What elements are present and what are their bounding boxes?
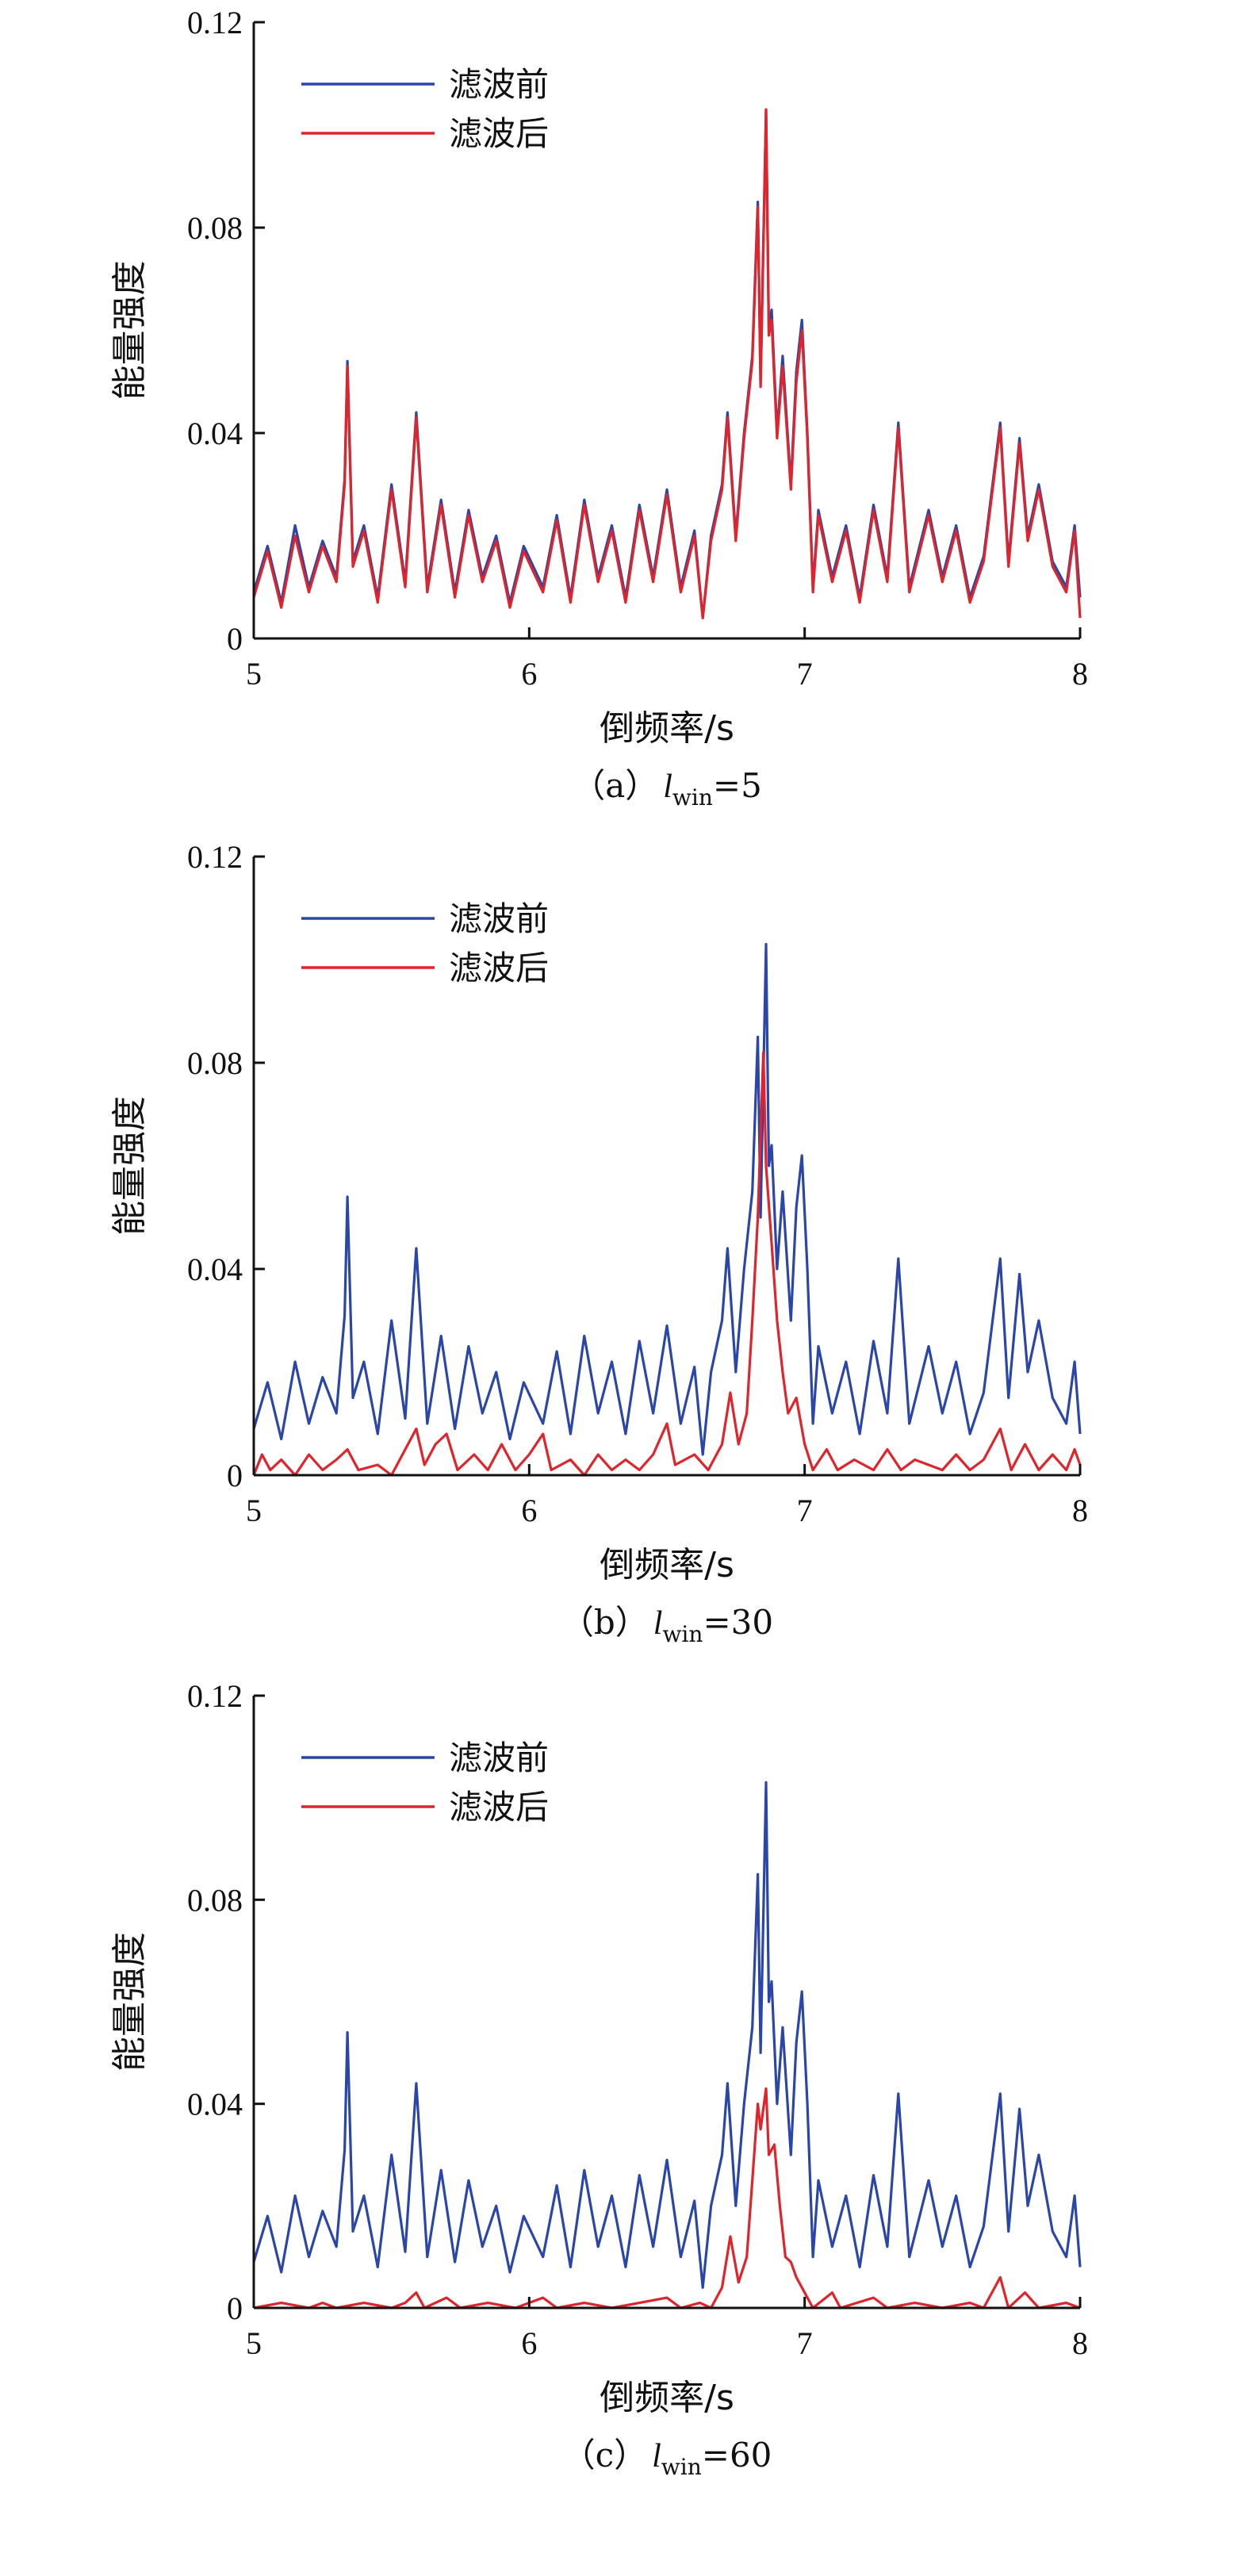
x-tick-label: 7 bbox=[797, 1493, 813, 1528]
x-tick-label: 5 bbox=[246, 1493, 262, 1528]
x-tick-label: 6 bbox=[521, 1493, 537, 1528]
y-tick-label: 0.12 bbox=[187, 839, 243, 875]
y-tick-label: 0 bbox=[227, 1458, 243, 1493]
x-axis-label: 倒频率/s bbox=[600, 1545, 734, 1585]
caption-subscript: win bbox=[672, 784, 713, 811]
panel-caption: （b） lwin=30 bbox=[561, 1603, 773, 1647]
y-axis-label: 能量强度 bbox=[109, 1932, 150, 2072]
legend-label: 滤波后 bbox=[449, 1788, 549, 1827]
y-tick-label: 0.08 bbox=[187, 1045, 243, 1081]
x-tick-label: 7 bbox=[797, 656, 813, 692]
y-tick-label: 0.08 bbox=[187, 1882, 243, 1918]
y-tick-label: 0.04 bbox=[187, 416, 243, 451]
series-line-after bbox=[253, 2087, 1081, 2310]
caption-letter: （b） bbox=[561, 1603, 649, 1642]
caption-value: =60 bbox=[702, 2436, 772, 2474]
series-line-after bbox=[252, 108, 1082, 619]
caption-letter: （c） bbox=[562, 2436, 648, 2474]
x-tick-label: 7 bbox=[797, 2325, 813, 2361]
series-line-before bbox=[252, 1781, 1082, 2289]
legend-label: 滤波前 bbox=[449, 1738, 549, 1777]
y-axis-label: 能量强度 bbox=[109, 261, 150, 401]
caption-subscript: win bbox=[661, 2454, 702, 2480]
caption-variable: l bbox=[653, 1605, 663, 1642]
y-tick-label: 0.04 bbox=[187, 1252, 243, 1287]
caption-variable: l bbox=[652, 2438, 661, 2474]
caption-subscript: win bbox=[662, 1621, 703, 1647]
x-axis-label: 倒频率/s bbox=[600, 2378, 734, 2418]
caption-value: =5 bbox=[713, 766, 762, 805]
x-tick-label: 5 bbox=[246, 2325, 262, 2361]
series-line-after bbox=[252, 1051, 1082, 1477]
x-tick-label: 5 bbox=[246, 656, 262, 692]
legend-label: 滤波前 bbox=[449, 65, 549, 104]
legend-label: 滤波前 bbox=[449, 899, 549, 938]
panel-caption: （a） lwin=5 bbox=[572, 766, 762, 811]
x-tick-label: 8 bbox=[1072, 1493, 1088, 1528]
x-tick-label: 6 bbox=[521, 656, 537, 692]
series-line-before bbox=[252, 942, 1082, 1456]
y-tick-label: 0.08 bbox=[187, 210, 243, 246]
legend-label: 滤波后 bbox=[449, 949, 549, 987]
legend-label: 滤波后 bbox=[449, 114, 549, 153]
caption-letter: （a） bbox=[572, 766, 658, 805]
x-axis-label: 倒频率/s bbox=[600, 708, 734, 749]
caption-value: =30 bbox=[703, 1603, 773, 1642]
y-tick-label: 0.12 bbox=[187, 1678, 243, 1714]
x-tick-label: 8 bbox=[1072, 2325, 1088, 2361]
series-line-before bbox=[252, 108, 1082, 619]
y-axis-label: 能量强度 bbox=[109, 1096, 150, 1236]
y-tick-label: 0.12 bbox=[187, 5, 243, 40]
y-tick-label: 0.04 bbox=[187, 2087, 243, 2122]
x-tick-label: 8 bbox=[1072, 656, 1088, 692]
y-tick-label: 0 bbox=[227, 621, 243, 657]
panel-caption: （c） lwin=60 bbox=[562, 2436, 772, 2480]
y-tick-label: 0 bbox=[227, 2290, 243, 2326]
x-tick-label: 6 bbox=[521, 2325, 537, 2361]
caption-variable: l bbox=[663, 769, 672, 805]
